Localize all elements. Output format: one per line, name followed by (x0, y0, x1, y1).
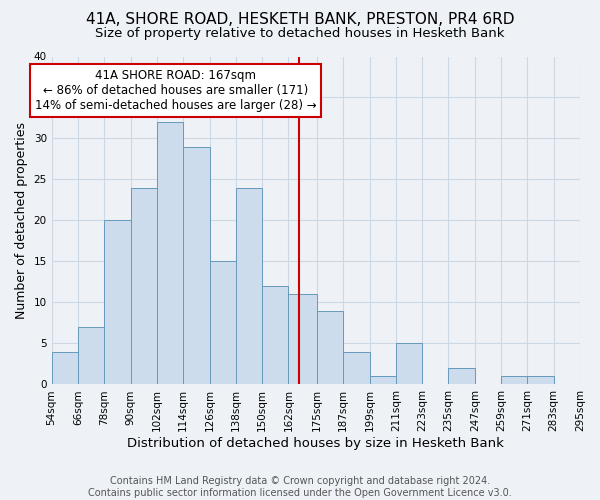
Bar (104, 220, 131, 384)
Bar (131, 188, 157, 384)
Bar (448, 368, 475, 384)
Bar (52, 352, 78, 384)
Text: 41A SHORE ROAD: 167sqm
← 86% of detached houses are smaller (171)
14% of semi-de: 41A SHORE ROAD: 167sqm ← 86% of detached… (35, 69, 316, 112)
Bar (370, 376, 396, 384)
Bar (78, 327, 104, 384)
Bar (209, 262, 236, 384)
Bar (501, 376, 527, 384)
Bar (343, 352, 370, 384)
Text: 41A, SHORE ROAD, HESKETH BANK, PRESTON, PR4 6RD: 41A, SHORE ROAD, HESKETH BANK, PRESTON, … (86, 12, 514, 28)
Text: Size of property relative to detached houses in Hesketh Bank: Size of property relative to detached ho… (95, 28, 505, 40)
X-axis label: Distribution of detached houses by size in Hesketh Bank: Distribution of detached houses by size … (127, 437, 504, 450)
Bar (262, 286, 289, 384)
Bar (396, 344, 422, 384)
Bar (236, 188, 262, 384)
Bar (289, 294, 317, 384)
Y-axis label: Number of detached properties: Number of detached properties (15, 122, 28, 319)
Bar (183, 146, 209, 384)
Text: Contains HM Land Registry data © Crown copyright and database right 2024.
Contai: Contains HM Land Registry data © Crown c… (88, 476, 512, 498)
Bar (157, 122, 183, 384)
Bar (527, 376, 554, 384)
Bar (317, 310, 343, 384)
